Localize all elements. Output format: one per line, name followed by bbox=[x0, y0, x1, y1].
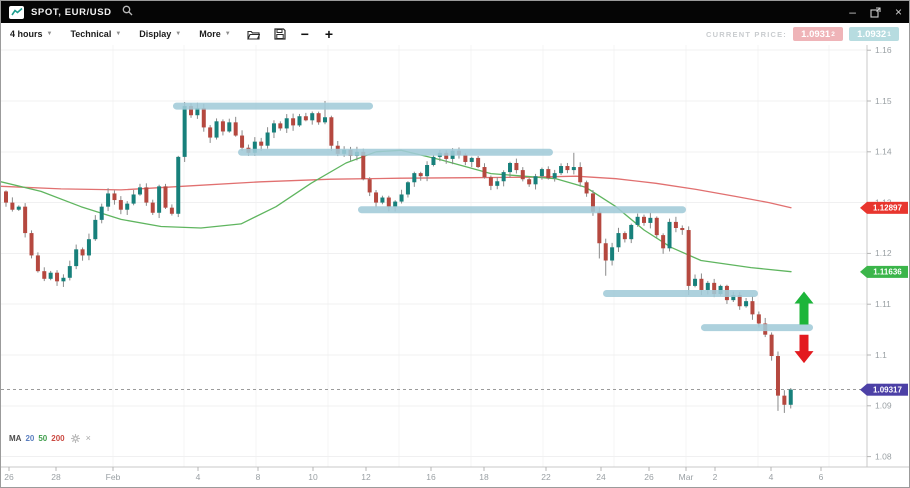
ma-indicator-legend: MA 20 50 200 × bbox=[9, 433, 91, 443]
ma-period-20: 20 bbox=[25, 433, 35, 443]
chart-toolbar: 4 hours ▼ Technical ▼ Display ▼ More ▼ − + C… bbox=[1, 23, 909, 46]
axes bbox=[1, 45, 909, 468]
bid-price-badge[interactable]: 1.0931 2 bbox=[793, 27, 843, 41]
time-axis-label: 10 bbox=[308, 472, 318, 482]
price-axis-label: 1.08 bbox=[875, 451, 892, 461]
price-axis-label: 1.16 bbox=[875, 45, 892, 55]
time-axis-label: Feb bbox=[106, 472, 121, 482]
support-resistance-zones bbox=[173, 102, 813, 332]
ask-price-value: 1.0932 bbox=[857, 28, 887, 40]
time-axis-label: 6 bbox=[819, 472, 824, 482]
ma-settings-gear-icon[interactable] bbox=[70, 433, 80, 443]
chevron-down-icon: ▼ bbox=[224, 31, 231, 37]
price-axis-label: 1.11 bbox=[875, 299, 891, 309]
app-logo-icon bbox=[9, 5, 24, 19]
close-button[interactable]: × bbox=[894, 5, 902, 19]
price-axis-label: 1.15 bbox=[875, 96, 892, 106]
sr-zone bbox=[603, 290, 758, 298]
price-chart-canvas[interactable]: 1.161.151.141.131.121.111.11.091.082628F… bbox=[1, 45, 909, 487]
time-axis-label: 16 bbox=[426, 472, 436, 482]
candles-layer bbox=[4, 101, 793, 413]
ma-period-200: 200 bbox=[51, 433, 65, 443]
bid-price-fraction: 2 bbox=[831, 30, 835, 38]
time-axis-label: 26 bbox=[4, 472, 14, 482]
chevron-down-icon: ▼ bbox=[115, 31, 122, 37]
axis-price-badge: 1.12897 bbox=[860, 201, 908, 214]
time-axis-label: Mar bbox=[679, 472, 694, 482]
title-bar: SPOT, EUR/USD – × bbox=[1, 1, 909, 23]
technical-menu[interactable]: Technical ▼ bbox=[61, 29, 130, 39]
svg-text:1.11636: 1.11636 bbox=[873, 268, 902, 277]
window-title: SPOT, EUR/USD bbox=[31, 6, 112, 18]
svg-text:1.12897: 1.12897 bbox=[873, 204, 902, 213]
minimize-button[interactable]: – bbox=[849, 5, 856, 19]
save-icon[interactable] bbox=[267, 28, 293, 40]
time-axis-label: 8 bbox=[256, 472, 261, 482]
sr-zone bbox=[173, 102, 373, 110]
ma-200-line bbox=[1, 175, 792, 209]
timeframe-menu-label: 4 hours bbox=[10, 29, 43, 39]
svg-text:1.09317: 1.09317 bbox=[873, 385, 902, 394]
chevron-down-icon: ▼ bbox=[175, 31, 182, 37]
ma-period-50: 50 bbox=[38, 433, 48, 443]
popout-button[interactable] bbox=[863, 1, 888, 23]
axis-price-badge: 1.09317 bbox=[860, 383, 908, 396]
time-axis-label: 4 bbox=[196, 472, 201, 482]
time-axis-label: 28 bbox=[51, 472, 61, 482]
ma-remove-icon[interactable]: × bbox=[85, 433, 91, 443]
price-axis-label: 1.14 bbox=[875, 147, 892, 157]
bearish-arrow bbox=[794, 334, 814, 364]
time-axis-label: 4 bbox=[769, 472, 774, 482]
open-folder-button[interactable] bbox=[240, 29, 267, 40]
ask-price-fraction: 1 bbox=[887, 30, 891, 38]
time-axis-label: 26 bbox=[644, 472, 654, 482]
zoom-in-button[interactable]: + bbox=[324, 26, 334, 42]
chart-area[interactable]: 1.161.151.141.131.121.111.11.091.082628F… bbox=[1, 45, 909, 487]
price-axis-label: 1.09 bbox=[875, 401, 892, 411]
price-axis-label: 1.12 bbox=[875, 248, 892, 258]
current-price-label: CURRENT PRICE: bbox=[706, 29, 787, 39]
more-menu[interactable]: More ▼ bbox=[190, 29, 239, 39]
more-menu-label: More bbox=[199, 29, 221, 39]
bid-price-value: 1.0931 bbox=[801, 28, 831, 40]
zoom-out-button[interactable]: − bbox=[300, 26, 309, 42]
grid-lines bbox=[1, 45, 867, 467]
timeframe-menu[interactable]: 4 hours ▼ bbox=[1, 29, 61, 39]
display-menu-label: Display bbox=[139, 29, 172, 39]
technical-menu-label: Technical bbox=[70, 29, 112, 39]
time-axis-label: 24 bbox=[596, 472, 606, 482]
bullish-arrow bbox=[794, 291, 814, 325]
sr-zone bbox=[358, 206, 686, 214]
chevron-down-icon: ▼ bbox=[46, 31, 53, 37]
ask-price-badge[interactable]: 1.0932 1 bbox=[849, 27, 899, 41]
time-axis-label: 18 bbox=[479, 472, 489, 482]
sr-zone bbox=[701, 324, 813, 332]
time-axis[interactable]: 26 28 Feb 4 8 10 12 16 18 22 24 26 Mar 2 4 6 bbox=[4, 467, 824, 482]
ma-legend-label: MA bbox=[9, 433, 22, 443]
display-menu[interactable]: Display ▼ bbox=[130, 29, 190, 39]
price-axis[interactable]: 1.161.151.141.131.121.111.11.091.08 bbox=[867, 45, 892, 461]
time-axis-label: 2 bbox=[713, 472, 718, 482]
price-axis-label: 1.1 bbox=[875, 350, 887, 360]
sr-zone bbox=[238, 148, 553, 156]
current-price-group: CURRENT PRICE: 1.0931 2 1.0932 1 bbox=[706, 27, 909, 41]
search-icon[interactable] bbox=[122, 3, 133, 21]
axis-price-badge: 1.11636 bbox=[860, 265, 908, 278]
time-axis-label: 12 bbox=[361, 472, 371, 482]
time-axis-label: 22 bbox=[541, 472, 551, 482]
